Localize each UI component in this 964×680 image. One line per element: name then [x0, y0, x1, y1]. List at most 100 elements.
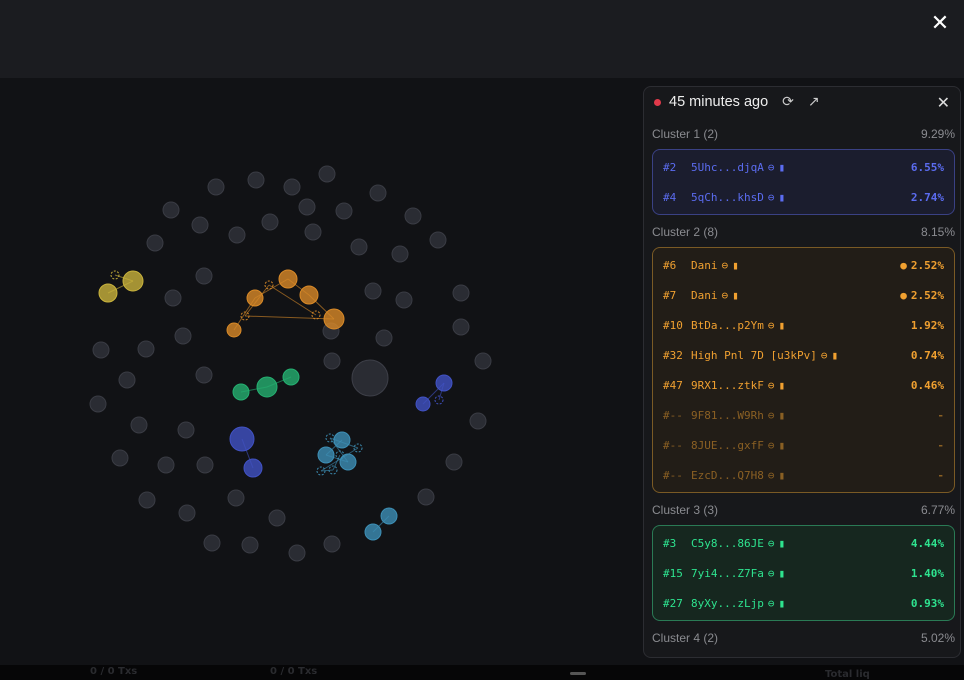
cluster-holder-bubble[interactable]: [333, 431, 351, 449]
holder-bubble[interactable]: [89, 395, 107, 413]
contract-node[interactable]: [110, 270, 120, 280]
holder-row[interactable]: #-- EzcD...Q7H8 ⊖ ▮ -: [653, 460, 954, 490]
holder-bubble[interactable]: [395, 291, 413, 309]
cluster-holder-bubble[interactable]: [364, 523, 382, 541]
holder-bubble[interactable]: [452, 284, 470, 302]
holder-row[interactable]: #10 BtDa...p2Ym ⊖ ▮ 1.92%: [653, 310, 954, 340]
copy-icon[interactable]: ▮: [778, 190, 786, 204]
cluster-holder-bubble[interactable]: [226, 322, 242, 338]
copy-icon[interactable]: ▮: [831, 348, 839, 362]
holder-bubble[interactable]: [92, 341, 110, 359]
holder-bubble[interactable]: [203, 534, 221, 552]
holder-bubble[interactable]: [241, 536, 259, 554]
copy-icon[interactable]: ▮: [732, 258, 739, 272]
holder-bubble[interactable]: [207, 178, 225, 196]
link-icon[interactable]: ⊖: [767, 378, 775, 392]
cluster-holder-bubble[interactable]: [282, 368, 300, 386]
link-icon[interactable]: ⊖: [767, 408, 775, 422]
cluster-holder-bubble[interactable]: [232, 383, 250, 401]
holder-address[interactable]: Dani: [691, 288, 718, 302]
holder-address[interactable]: EzcD...Q7H8: [691, 468, 764, 482]
copy-icon[interactable]: ▮: [778, 318, 786, 332]
holder-bubble[interactable]: [146, 234, 164, 252]
holder-bubble[interactable]: [364, 282, 382, 300]
holder-row[interactable]: #6 Dani ⊖ ▮ ● 2.52%: [653, 250, 954, 280]
link-icon[interactable]: ⊖: [820, 348, 828, 362]
link-icon[interactable]: ⊖: [767, 596, 775, 610]
holder-row[interactable]: #47 9RX1...ztkF ⊖ ▮ 0.46%: [653, 370, 954, 400]
holder-bubble[interactable]: [452, 318, 470, 336]
cluster-holder-bubble[interactable]: [122, 270, 144, 292]
holder-bubble[interactable]: [137, 340, 155, 358]
holder-row[interactable]: #7 Dani ⊖ ▮ ● 2.52%: [653, 280, 954, 310]
link-icon[interactable]: ⊖: [721, 258, 729, 272]
contract-node[interactable]: [264, 280, 274, 290]
holder-address[interactable]: 7yi4...Z7Fa: [691, 566, 764, 580]
contract-node[interactable]: [353, 443, 363, 453]
holder-bubble[interactable]: [304, 223, 322, 241]
cluster-header[interactable]: Cluster 4 (2) 5.02%: [652, 631, 955, 645]
holder-bubble[interactable]: [157, 456, 175, 474]
holder-bubble[interactable]: [196, 456, 214, 474]
holder-bubble[interactable]: [130, 416, 148, 434]
holder-bubble[interactable]: [351, 359, 389, 397]
holder-bubble[interactable]: [177, 421, 195, 439]
copy-icon[interactable]: ▮: [778, 596, 786, 610]
cluster-holder-bubble[interactable]: [317, 446, 335, 464]
holder-row[interactable]: #4 5qCh...khsD ⊖ ▮ 2.74%: [653, 182, 954, 212]
holder-bubble[interactable]: [318, 165, 336, 183]
holder-row[interactable]: #2 5Uhc...djqA ⊖ ▮ 6.55%: [653, 152, 954, 182]
copy-icon[interactable]: ▮: [778, 160, 786, 174]
holder-row[interactable]: #-- 8JUE...gxfF ⊖ ▮ -: [653, 430, 954, 460]
link-icon[interactable]: ⊖: [767, 536, 775, 550]
holder-bubble[interactable]: [288, 544, 306, 562]
link-icon[interactable]: ⊖: [767, 468, 775, 482]
cluster-holder-bubble[interactable]: [246, 289, 264, 307]
holder-bubble[interactable]: [369, 184, 387, 202]
cluster-holder-bubble[interactable]: [98, 283, 118, 303]
cluster-header[interactable]: Cluster 2 (8) 8.15%: [652, 225, 955, 239]
copy-icon[interactable]: ▮: [778, 438, 786, 452]
copy-icon[interactable]: ▮: [778, 378, 786, 392]
contract-node[interactable]: [335, 450, 345, 460]
holder-address[interactable]: Dani: [691, 258, 718, 272]
contract-node[interactable]: [325, 433, 335, 443]
copy-icon[interactable]: ▮: [778, 536, 786, 550]
cluster-holder-bubble[interactable]: [229, 426, 255, 452]
holder-bubble[interactable]: [227, 489, 245, 507]
contract-node[interactable]: [434, 395, 444, 405]
holder-row[interactable]: #32 High Pnl 7D [u3kPv] ⊖ ▮ 0.74%: [653, 340, 954, 370]
cluster-holder-bubble[interactable]: [435, 374, 453, 392]
holder-bubble[interactable]: [118, 371, 136, 389]
holder-bubble[interactable]: [323, 352, 341, 370]
contract-node[interactable]: [328, 465, 338, 475]
holder-address[interactable]: 5qCh...khsD: [691, 190, 764, 204]
cluster-holder-bubble[interactable]: [299, 285, 319, 305]
link-icon[interactable]: ⊖: [767, 318, 775, 332]
holder-bubble[interactable]: [162, 201, 180, 219]
holder-bubble[interactable]: [391, 245, 409, 263]
holder-bubble[interactable]: [268, 509, 286, 527]
holder-bubble[interactable]: [195, 366, 213, 384]
cluster-holder-bubble[interactable]: [256, 376, 278, 398]
cluster-holder-bubble[interactable]: [339, 453, 357, 471]
cluster-holder-bubble[interactable]: [243, 458, 263, 478]
holder-bubble[interactable]: [164, 289, 182, 307]
cluster-holder-bubble[interactable]: [380, 507, 398, 525]
copy-icon[interactable]: ▮: [732, 288, 739, 302]
link-icon[interactable]: ⊖: [767, 566, 775, 580]
holder-bubble[interactable]: [283, 178, 301, 196]
copy-icon[interactable]: ▮: [778, 468, 786, 482]
holder-bubble[interactable]: [174, 327, 192, 345]
link-icon[interactable]: ⊖: [721, 288, 729, 302]
close-icon[interactable]: ✕: [930, 11, 950, 36]
holder-bubble[interactable]: [191, 216, 209, 234]
link-icon[interactable]: ⊖: [767, 160, 775, 174]
holder-bubble[interactable]: [375, 329, 393, 347]
holder-bubble[interactable]: [469, 412, 487, 430]
link-icon[interactable]: ⊖: [767, 190, 775, 204]
holder-bubble[interactable]: [261, 213, 279, 231]
holder-bubble[interactable]: [335, 202, 353, 220]
holder-row[interactable]: #15 7yi4...Z7Fa ⊖ ▮ 1.40%: [653, 558, 954, 588]
contract-node[interactable]: [240, 311, 250, 321]
